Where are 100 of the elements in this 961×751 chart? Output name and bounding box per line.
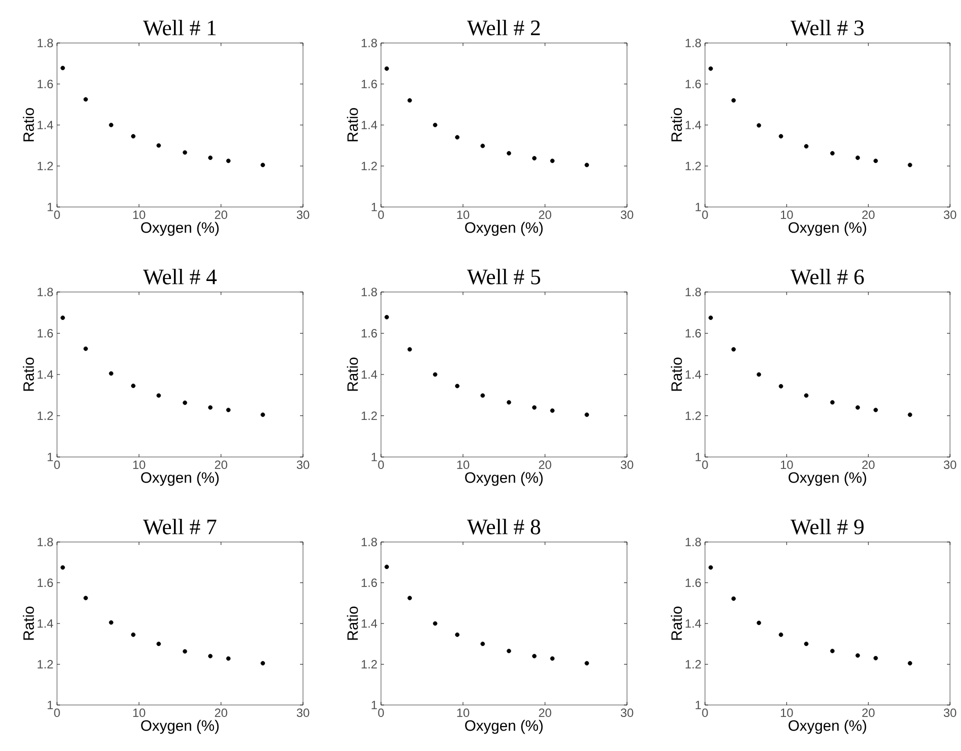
y-tick-label: 1.6 bbox=[686, 329, 701, 338]
y-tick-label: 1.4 bbox=[686, 619, 702, 628]
y-tick-label: 1.2 bbox=[38, 162, 53, 170]
point bbox=[550, 158, 555, 164]
point bbox=[432, 372, 438, 377]
y-tick-label: 1.4 bbox=[686, 120, 702, 130]
x-tick-label: 20 bbox=[214, 210, 228, 220]
point bbox=[131, 632, 136, 637]
y-axis-title: Ratio bbox=[22, 606, 34, 640]
point bbox=[208, 156, 213, 160]
y-tick-label: 1.2 bbox=[362, 412, 377, 420]
point bbox=[856, 156, 860, 160]
y-tick-label: 1.6 bbox=[686, 80, 701, 88]
x-axis-title: Oxygen (%) bbox=[788, 222, 866, 236]
chart-title: Well # 5 bbox=[467, 268, 540, 284]
y-tick-label: 1.6 bbox=[362, 329, 377, 338]
point bbox=[873, 408, 878, 412]
point bbox=[156, 143, 161, 148]
x-tick-label: 30 bbox=[944, 210, 956, 220]
point bbox=[60, 66, 65, 70]
point bbox=[480, 393, 485, 398]
y-tick-label: 1 bbox=[48, 452, 53, 462]
point bbox=[131, 384, 136, 388]
point bbox=[455, 384, 460, 388]
point bbox=[182, 400, 188, 405]
y-tick-label: 1 bbox=[48, 202, 53, 212]
y-tick-label: 1.6 bbox=[362, 80, 377, 88]
x-tick-label: 0 bbox=[54, 708, 60, 718]
point bbox=[208, 405, 213, 410]
y-axis-title: Ratio bbox=[346, 358, 358, 391]
point bbox=[408, 347, 412, 352]
point bbox=[432, 122, 438, 128]
y-tick-label: 1.8 bbox=[362, 288, 377, 296]
y-tick-label: 1.8 bbox=[38, 288, 53, 296]
point bbox=[260, 162, 266, 168]
point bbox=[384, 564, 389, 570]
x-tick-label: 10 bbox=[780, 460, 793, 470]
y-tick-label: 1.6 bbox=[38, 329, 53, 338]
point bbox=[584, 661, 590, 666]
y-axis-title: Ratio bbox=[670, 108, 682, 142]
y-tick-label: 1.2 bbox=[362, 660, 377, 668]
y-tick-label: 1.8 bbox=[38, 38, 53, 48]
point bbox=[108, 122, 114, 128]
y-tick-label: 1.6 bbox=[38, 578, 53, 587]
point bbox=[708, 316, 713, 320]
y-tick-label: 1.8 bbox=[38, 538, 53, 546]
x-tick-label: 10 bbox=[133, 210, 146, 220]
y-tick-label: 1.4 bbox=[362, 120, 378, 130]
point bbox=[108, 371, 114, 376]
point bbox=[260, 661, 266, 666]
y-tick-label: 1 bbox=[372, 452, 377, 462]
x-axis-title: Oxygen (%) bbox=[141, 472, 219, 486]
x-tick-label: 20 bbox=[214, 708, 228, 718]
point bbox=[584, 162, 590, 168]
x-tick-label: 0 bbox=[54, 460, 60, 470]
x-tick-label: 20 bbox=[214, 460, 228, 470]
y-tick-label: 1.4 bbox=[362, 370, 378, 379]
point bbox=[908, 162, 912, 168]
y-tick-label: 1.8 bbox=[686, 288, 701, 296]
x-tick-label: 10 bbox=[133, 460, 146, 470]
x-tick-label: 20 bbox=[862, 460, 875, 470]
point bbox=[156, 642, 161, 646]
x-axis-title: Oxygen (%) bbox=[788, 720, 866, 734]
y-tick-label: 1 bbox=[48, 700, 53, 710]
point bbox=[532, 405, 537, 410]
point bbox=[455, 632, 460, 637]
y-tick-label: 1.8 bbox=[686, 38, 701, 48]
chart-title: Well # 3 bbox=[790, 20, 864, 36]
point bbox=[756, 372, 762, 377]
point bbox=[260, 412, 266, 417]
point bbox=[60, 565, 65, 570]
x-tick-label: 20 bbox=[538, 708, 552, 718]
point bbox=[856, 653, 860, 658]
point bbox=[873, 656, 878, 660]
x-tick-label: 30 bbox=[296, 708, 310, 718]
point bbox=[756, 123, 762, 128]
x-tick-label: 20 bbox=[538, 210, 552, 220]
point bbox=[156, 393, 161, 398]
point bbox=[708, 66, 713, 71]
x-tick-label: 10 bbox=[457, 708, 470, 718]
point bbox=[182, 649, 188, 654]
point bbox=[830, 151, 835, 156]
point bbox=[432, 621, 438, 626]
y-tick-label: 1 bbox=[372, 202, 377, 212]
x-axis-title: Oxygen (%) bbox=[465, 222, 543, 236]
x-tick-label: 10 bbox=[780, 210, 793, 220]
x-tick-label: 20 bbox=[862, 708, 875, 718]
y-tick-label: 1.8 bbox=[362, 38, 377, 48]
point bbox=[550, 656, 555, 661]
point bbox=[226, 408, 231, 412]
point bbox=[532, 654, 537, 658]
point bbox=[708, 565, 713, 570]
point bbox=[84, 596, 88, 600]
x-tick-label: 0 bbox=[702, 210, 708, 220]
y-tick-label: 1.4 bbox=[38, 619, 54, 628]
y-tick-label: 1.2 bbox=[362, 162, 377, 170]
point bbox=[506, 648, 512, 654]
y-tick-label: 1.2 bbox=[686, 660, 701, 668]
point bbox=[84, 346, 88, 351]
x-axis-title: Oxygen (%) bbox=[141, 720, 219, 734]
